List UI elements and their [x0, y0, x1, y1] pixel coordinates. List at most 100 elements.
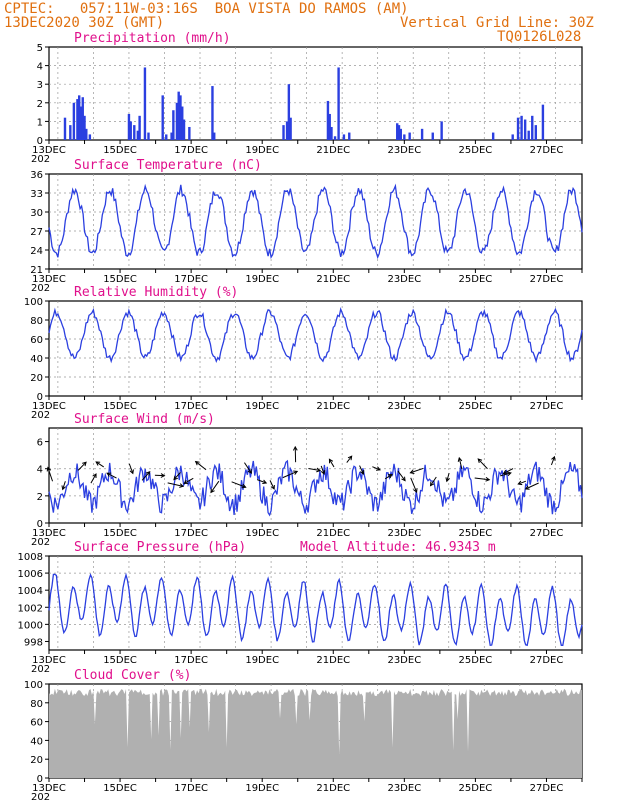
wind-xtick-label: 21DEC [316, 528, 350, 539]
wind-arrow-head [61, 485, 66, 491]
precip-bar [285, 121, 289, 140]
precip-bar [420, 128, 424, 140]
wind-xtick-label: 17DEC [174, 528, 208, 539]
wind-arrow [410, 467, 424, 474]
wind-arrow [500, 472, 512, 477]
humidity-line [48, 306, 583, 364]
precip-bar [527, 130, 530, 140]
wind-arrow-head [524, 485, 530, 490]
wind-arrow-head [551, 455, 556, 461]
wind-arrow [244, 462, 252, 474]
wind-arrow [269, 480, 275, 490]
precip-xtick-label: 25DEC [459, 145, 493, 156]
wind-arrow [95, 461, 104, 468]
precip-ytick-label: 1 [37, 117, 43, 128]
wind-arrow [106, 472, 117, 479]
temperature-xtick-label: 25DEC [459, 274, 493, 285]
wind-ytick-label: 4 [37, 465, 43, 476]
wind-line [48, 459, 583, 517]
wind-arrow [359, 465, 364, 475]
temperature-xtick-label: 13DEC [32, 274, 66, 285]
wind-arrow [372, 466, 381, 471]
wind-arrow-head [429, 481, 435, 487]
wind-arrow [525, 482, 539, 490]
humidity-ytick-label: 60 [30, 335, 43, 346]
wind-xtick-label: 27DEC [530, 528, 564, 539]
wind-arrow-head [347, 455, 353, 461]
precip-xtick-label: 23DEC [387, 145, 421, 156]
wind-arrow-head [82, 461, 87, 467]
wind-xtick-label: 19DEC [245, 528, 279, 539]
cloud-xtick-label: 25DEC [459, 783, 493, 794]
wind-arrow [257, 479, 267, 484]
humidity-xtick-label: 13DEC [32, 401, 66, 412]
wind-arrow-head [387, 474, 393, 479]
precip-bar [399, 128, 402, 140]
wind-arrow [173, 472, 181, 480]
precip-xtick-label: 21DEC [316, 145, 350, 156]
header-grid-info: Vertical Grid Line: 30Z [400, 15, 594, 31]
wind-arrow-head [173, 475, 178, 481]
wind-year-label: 202 [31, 537, 50, 548]
precip-bar [147, 132, 150, 140]
precip-bar [213, 132, 216, 140]
precip-xtick-label: 19DEC [245, 145, 279, 156]
humidity-ytick-label: 40 [30, 354, 43, 365]
precip-bar [516, 117, 520, 140]
cloud-ytick-label: 0 [37, 774, 43, 785]
cloud-xtick-label: 19DEC [245, 783, 279, 794]
precip-bar [328, 113, 331, 140]
cloud-ytick-label: 100 [24, 680, 43, 691]
humidity-xtick-label: 27DEC [530, 401, 564, 412]
wind-arrow-head [247, 469, 252, 474]
pressure-xtick-label: 13DEC [32, 655, 66, 666]
cloud-xtick-label: 17DEC [174, 783, 208, 794]
wind-arrow-head [409, 469, 415, 474]
humidity-title: Relative Humidity (%) [74, 285, 238, 300]
precip-bar [161, 95, 164, 140]
humidity-xtick-label: 23DEC [387, 401, 421, 412]
wind-arrow-head [502, 469, 508, 475]
wind-arrow-head [316, 467, 322, 473]
wind-arrow [458, 457, 463, 470]
wind-arrow-head [401, 476, 406, 482]
wind-arrow [231, 481, 246, 488]
precip-bar [175, 102, 179, 140]
wind-arrow-head [293, 470, 299, 475]
wind-arrow [167, 482, 184, 487]
wind-arrow [518, 480, 527, 485]
precip-bar [534, 125, 538, 140]
precip-bar [181, 106, 184, 140]
precip-bar [287, 84, 291, 140]
temperature-xtick-label: 19DEC [245, 274, 279, 285]
precip-ytick-label: 4 [37, 62, 43, 73]
wind-arrow [47, 467, 54, 482]
precip-bar [179, 95, 182, 140]
wind-arrow [410, 477, 418, 493]
wind-arrow [183, 477, 194, 484]
wind-arrow [282, 470, 298, 479]
wind-arrow-head [183, 479, 189, 484]
precip-bar [138, 115, 141, 140]
wind-arrow [62, 481, 66, 490]
wind-arrow-head [359, 470, 365, 475]
wind-arrow-head [179, 483, 185, 488]
precip-year-label: 202 [31, 154, 50, 165]
humidity-xtick-label: 25DEC [459, 401, 493, 412]
temperature-ytick-label: 33 [30, 189, 43, 200]
humidity-xtick-label: 17DEC [174, 401, 208, 412]
precip-bar [282, 125, 285, 140]
wind-arrow-head [210, 488, 215, 494]
temperature-xtick-label: 27DEC [530, 274, 564, 285]
wind-arrow [141, 471, 151, 481]
pressure-subtitle: Model Altitude: 46.9343 m [300, 540, 496, 555]
wind-ytick-label: 6 [37, 438, 43, 449]
wind-arrow [446, 472, 450, 482]
wind-arrow [308, 468, 321, 472]
wind-arrow [503, 468, 514, 474]
cloud-year-label: 202 [31, 792, 50, 800]
wind-arrow [329, 459, 335, 468]
wind-xtick-label: 15DEC [103, 528, 137, 539]
wind-arrow-head [241, 483, 247, 489]
